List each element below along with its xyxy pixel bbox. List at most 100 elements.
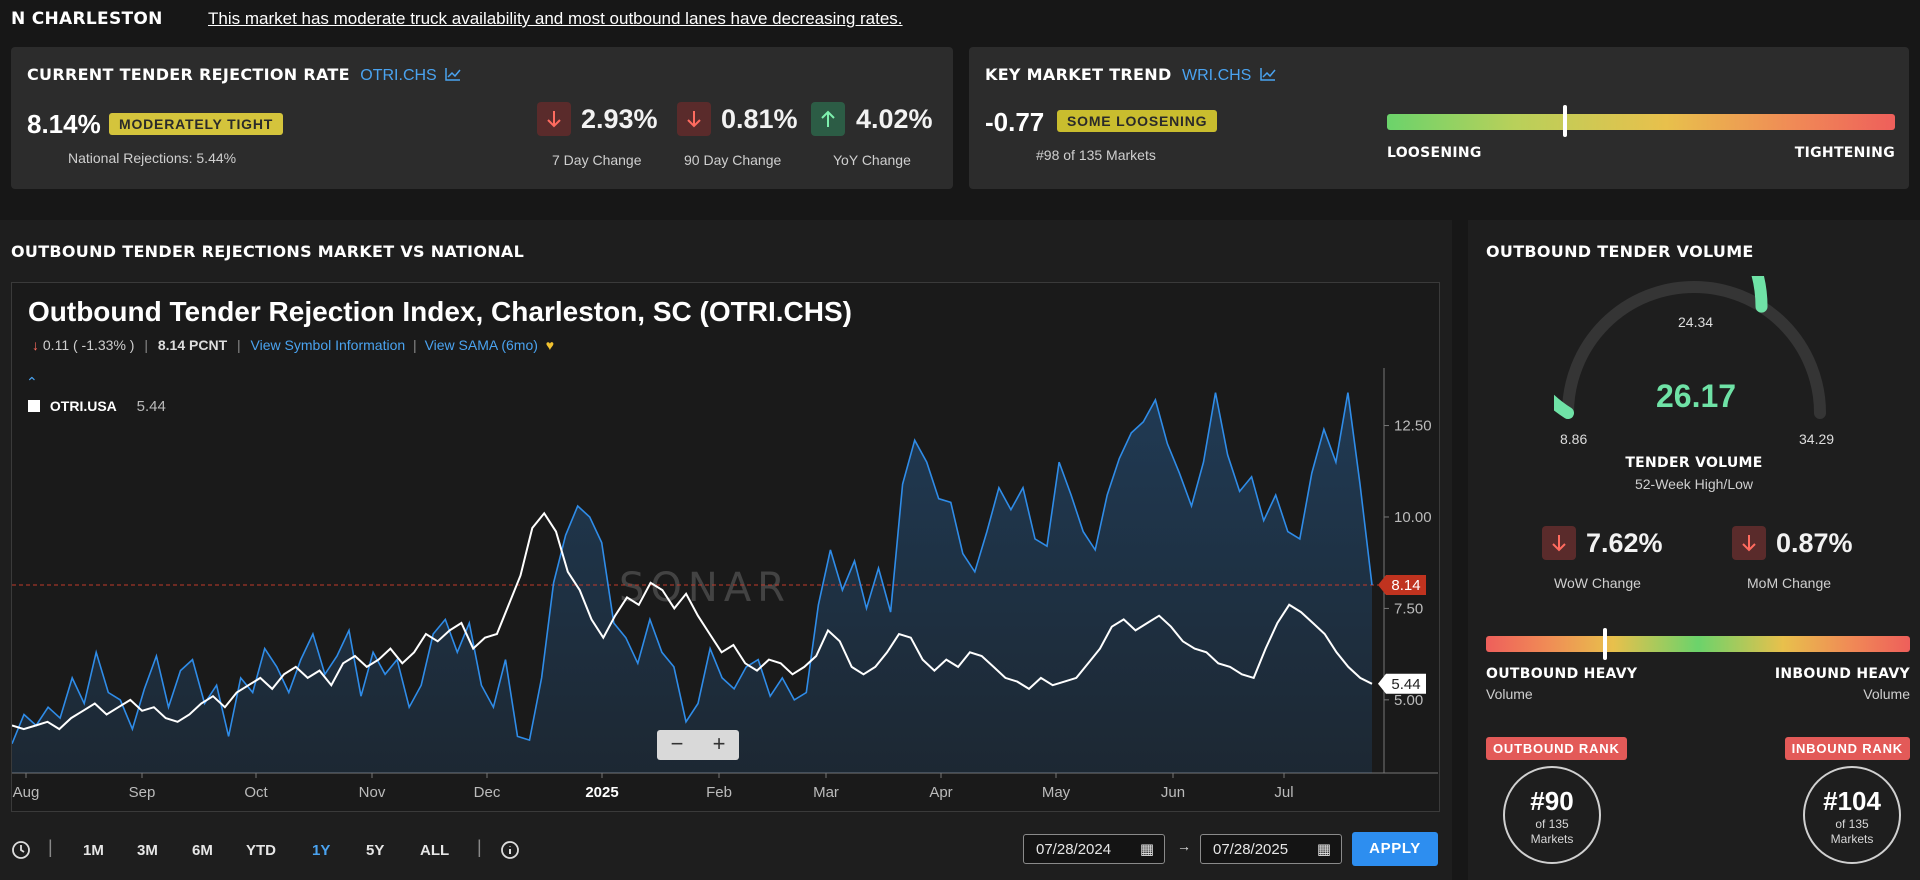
y-tick-label: 7.50	[1394, 600, 1423, 617]
tender-rejection-title: CURRENT TENDER REJECTION RATE	[27, 65, 350, 84]
wow-change-value: 7.62%	[1586, 528, 1663, 558]
range-button-5y[interactable]: 5Y	[366, 842, 385, 859]
range-button-1y[interactable]: 1Y	[312, 842, 331, 859]
start-date-input[interactable]: 07/28/2024 ▦	[1023, 834, 1165, 864]
mom-change-value: 0.87%	[1776, 528, 1853, 558]
gauge-max: 34.29	[1799, 431, 1835, 447]
market-trend-title: KEY MARKET TREND	[985, 65, 1172, 84]
balance-gradient-bar	[1486, 636, 1910, 652]
chart-icon[interactable]	[1260, 67, 1276, 81]
market-trend-rank: #98 of 135 Markets	[1036, 147, 1156, 163]
chart-last-value: 8.14 PCNT	[157, 337, 228, 353]
gauge-marker-value: 24.34	[1678, 314, 1714, 330]
x-tick-label: Apr	[929, 784, 952, 801]
arrow-down-icon	[677, 102, 711, 136]
sonar-watermark: SONAR	[619, 565, 791, 611]
outbound-heavy-label: OUTBOUND HEAVY	[1486, 666, 1638, 682]
chart-legend[interactable]: OTRI.USA 5.44	[28, 398, 166, 415]
chart-icon[interactable]	[445, 67, 461, 81]
view-symbol-info-link[interactable]: View Symbol Information	[250, 337, 406, 353]
zoom-controls: − +	[657, 730, 739, 760]
arrow-down-icon	[1542, 526, 1576, 560]
seven-day-change-label: 7 Day Change	[552, 152, 642, 168]
chart-change: 0.11 ( -1.33% )	[42, 337, 135, 353]
legend-value: 5.44	[136, 398, 166, 415]
outbound-rank-value: #90	[1530, 786, 1574, 816]
apply-button[interactable]: APPLY	[1352, 832, 1438, 866]
yoy-change-value: 4.02%	[856, 104, 933, 134]
range-button-all[interactable]: ALL	[420, 842, 450, 859]
gauge-min: 8.86	[1560, 431, 1588, 447]
trend-marker	[1562, 105, 1567, 137]
end-date-input[interactable]: 07/28/2025 ▦	[1200, 834, 1342, 864]
ninety-day-change-value: 0.81%	[721, 104, 798, 134]
otri-line-chart[interactable]: 12.50 10.00 7.50 5.00 Aug Sep Oct Nov Dec 2025 Feb…	[12, 368, 1438, 808]
outbound-rank-badge: OUTBOUND RANK	[1486, 737, 1627, 760]
zoom-out-button[interactable]: −	[670, 731, 684, 756]
info-icon[interactable]	[500, 840, 520, 865]
x-tick-label: Jun	[1161, 784, 1185, 801]
change-down-icon: ↓	[32, 337, 39, 353]
zoom-in-button[interactable]: +	[712, 731, 726, 756]
history-icon[interactable]	[11, 840, 31, 865]
inbound-rank-circle: #104 of 135 Markets	[1803, 766, 1901, 864]
tender-volume-gauge	[1554, 276, 1826, 419]
arrow-up-icon	[811, 102, 845, 136]
chart-panel: OUTBOUND TENDER REJECTIONS MARKET VS NAT…	[0, 220, 1452, 880]
svg-text:5.44: 5.44	[1391, 676, 1420, 693]
loosening-label: LOOSENING	[1387, 145, 1482, 161]
tender-rejection-status-badge: MODERATELY TIGHT	[109, 113, 284, 135]
chart-title: Outbound Tender Rejection Index, Charles…	[28, 296, 852, 327]
volume-panel: OUTBOUND TENDER VOLUME 24.34 26.17 8.86 …	[1468, 220, 1920, 880]
otri-usa-line	[12, 511, 1373, 731]
national-rejections: National Rejections: 5.44%	[68, 150, 237, 166]
arrow-down-icon	[537, 102, 571, 136]
outbound-rank-circle: #90 of 135 Markets	[1503, 766, 1601, 864]
market-trend-card: KEY MARKET TREND WRI.CHS -0.77 SOME LOOS…	[969, 47, 1909, 189]
tightening-label: TIGHTENING	[1794, 145, 1895, 161]
range-button-3m[interactable]: 3M	[137, 842, 158, 859]
tender-volume-value: 26.17	[1656, 378, 1737, 414]
inbound-rank-markets: Markets	[1830, 832, 1874, 846]
ninety-day-change-label: 90 Day Change	[684, 152, 782, 168]
collapse-chevron-icon[interactable]: ⌃	[26, 374, 38, 390]
sama-icon: ♥	[545, 337, 555, 353]
otri-chs-area	[12, 392, 1372, 773]
last-value-tag-chs: 8.14	[1378, 575, 1426, 596]
range-button-6m[interactable]: 6M	[192, 842, 213, 859]
inbound-rank-of: of 135	[1835, 817, 1869, 831]
mom-change-label: MoM Change	[1747, 575, 1832, 591]
legend-swatch	[28, 400, 40, 412]
outbound-rank-markets: Markets	[1530, 832, 1574, 846]
market-summary-link[interactable]: This market has moderate truck availabil…	[208, 9, 903, 28]
x-tick-label: Jul	[1274, 784, 1293, 801]
svg-text:8.14: 8.14	[1391, 577, 1420, 594]
tender-rejection-header: CURRENT TENDER REJECTION RATE OTRI.CHS	[27, 65, 461, 85]
range-button-1m[interactable]: 1M	[83, 842, 104, 859]
view-sama-link[interactable]: View SAMA (6mo)	[424, 337, 538, 353]
gauge-track	[1562, 281, 1826, 419]
market-trend-header: KEY MARKET TREND WRI.CHS	[985, 65, 1276, 85]
market-name: N CHARLESTON	[11, 9, 163, 29]
tender-rejection-symbol-link[interactable]: OTRI.CHS	[360, 67, 437, 84]
wow-change-label: WoW Change	[1554, 575, 1641, 591]
y-tick-label: 10.00	[1394, 509, 1432, 526]
market-trend-status-badge: SOME LOOSENING	[1057, 110, 1218, 132]
outbound-heavy-sub: Volume	[1486, 686, 1533, 702]
x-tick-label: Feb	[706, 784, 732, 801]
inbound-rank-badge: INBOUND RANK	[1784, 737, 1910, 760]
chart-section-title: OUTBOUND TENDER REJECTIONS MARKET VS NAT…	[11, 242, 525, 261]
last-value-tag-usa: 5.44	[1378, 673, 1426, 694]
range-button-ytd[interactable]: YTD	[246, 842, 276, 859]
balance-marker	[1602, 628, 1607, 660]
inbound-heavy-sub: Volume	[1863, 686, 1910, 702]
market-trend-symbol-link[interactable]: WRI.CHS	[1182, 67, 1252, 84]
tender-volume-sublabel: 52-Week High/Low	[1634, 476, 1754, 492]
separator: |	[48, 837, 53, 857]
x-tick-label: Sep	[129, 784, 156, 801]
volume-title: OUTBOUND TENDER VOLUME	[1486, 242, 1754, 261]
y-tick-label: 12.50	[1394, 418, 1432, 435]
yoy-change-label: YoY Change	[833, 152, 911, 168]
x-tick-label: Nov	[359, 784, 386, 801]
y-tick-label: 5.00	[1394, 692, 1423, 709]
